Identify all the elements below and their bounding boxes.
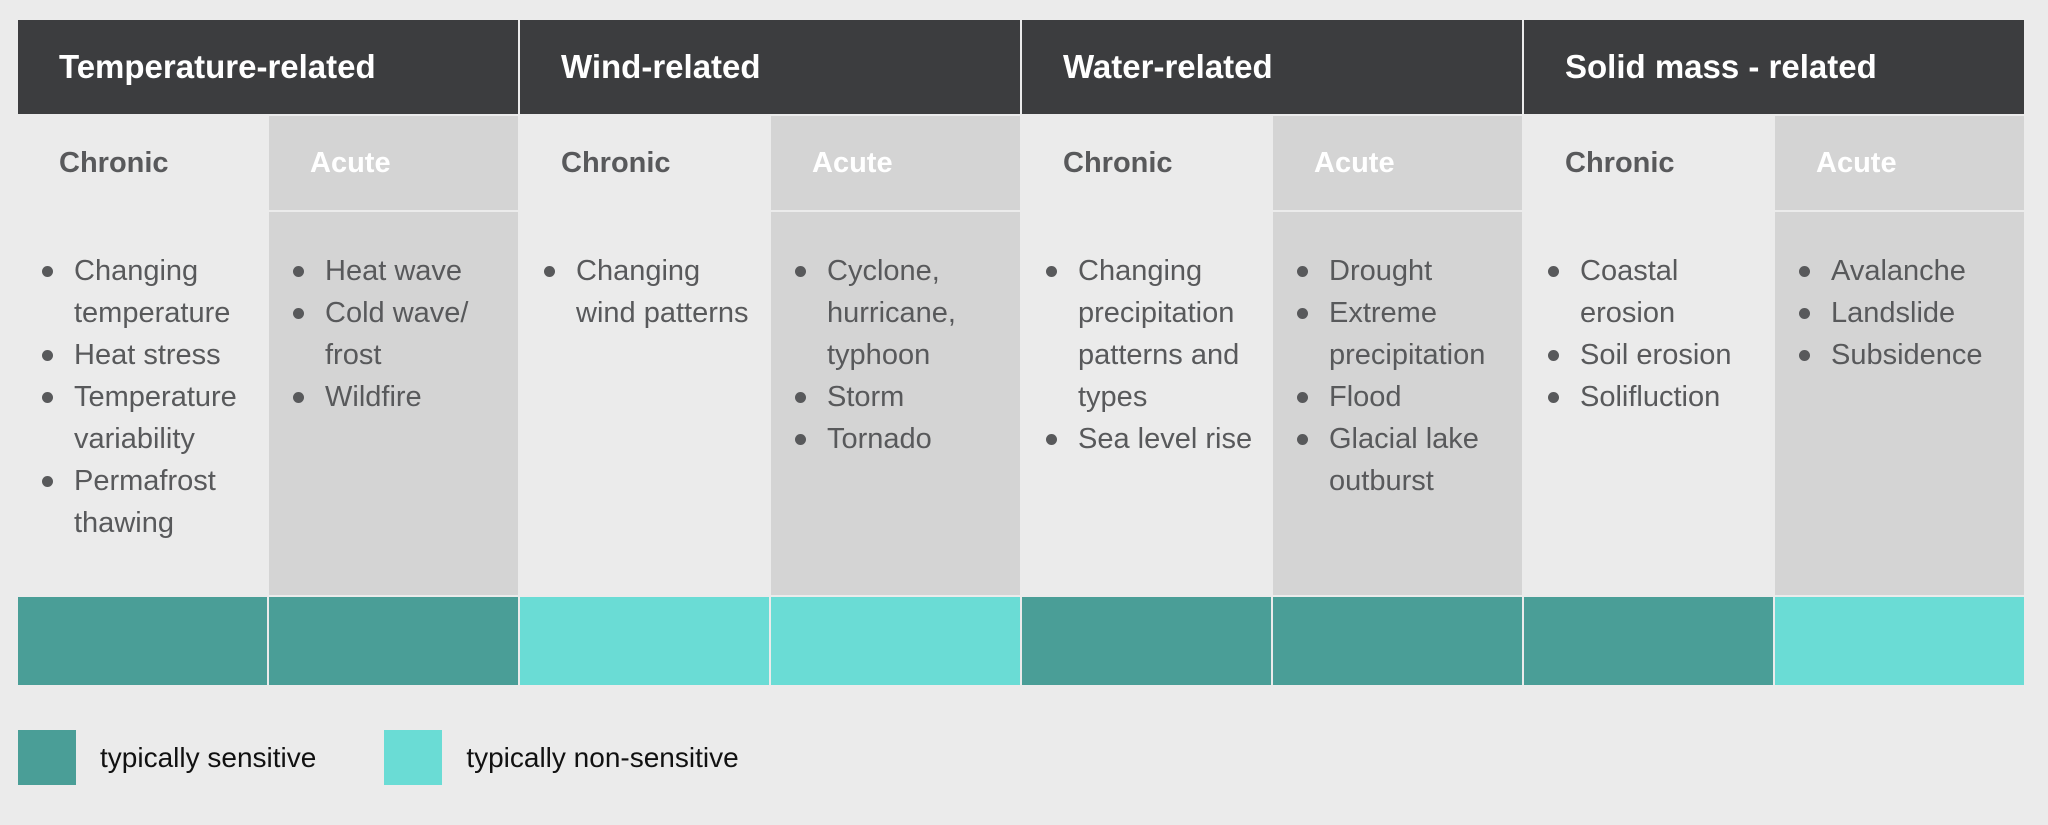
hazards-temperature-acute: Heat wave Cold wave/ frost Wildfire — [269, 212, 518, 595]
hazard-list-item: Glacial lake outburst — [1291, 418, 1512, 502]
hazard-list: Avalanche Landslide Subsidence — [1793, 250, 2014, 376]
legend-label-nonsensitive: typically non-sensitive — [466, 741, 739, 773]
sensitivity-wind-chronic — [520, 597, 769, 685]
sensitivity-wind-acute — [771, 597, 1020, 685]
hazard-list-row: Changing temperature Heat stress Temperatu… — [18, 212, 2024, 595]
legend-swatch-nonsensitive — [384, 730, 443, 785]
legend-item-sensitive: typically sensitive — [18, 730, 316, 785]
category-header-row: Temperature-related Wind-related Water-r… — [18, 20, 2024, 114]
hazard-list-item: Extreme precipitation — [1291, 292, 1512, 376]
legend-item-nonsensitive: typically non-sensitive — [384, 730, 739, 785]
subheader-wind-chronic: Chronic — [520, 116, 769, 210]
category-header-solid-mass: Solid mass - related — [1524, 20, 2024, 114]
subheader-solid-mass-chronic: Chronic — [1524, 116, 1773, 210]
hazard-table: Temperature-related Wind-related Water-r… — [18, 20, 2024, 685]
category-header-wind: Wind-related — [520, 20, 1020, 114]
legend: typically sensitive typically non-sensit… — [18, 730, 807, 785]
hazard-list-item: Cyclone, hurricane, typhoon — [789, 250, 1010, 376]
hazards-water-acute: Drought Extreme precipitation Flood Glacial… — [1273, 212, 1522, 595]
hazard-list: Cyclone, hurricane, typhoon Storm Tornado — [789, 250, 1010, 460]
hazard-list: Coastal erosion Soil erosion Solifluction — [1542, 250, 1763, 418]
hazard-list: Drought Extreme precipitation Flood Glacial… — [1291, 250, 1512, 502]
sensitivity-water-chronic — [1022, 597, 1271, 685]
hazard-list-item: Temperature variability — [36, 376, 257, 460]
sensitivity-temperature-acute — [269, 597, 518, 685]
hazards-solid-mass-acute: Avalanche Landslide Subsidence — [1775, 212, 2024, 595]
subheader-temperature-acute: Acute — [269, 116, 518, 210]
subcategory-row: Chronic Acute Chronic Acute Chronic Acut… — [18, 116, 2024, 210]
category-header-temperature: Temperature-related — [18, 20, 518, 114]
hazard-list: Changing temperature Heat stress Temperatu… — [36, 250, 257, 544]
hazard-list: Changing precipitation patterns and type… — [1040, 250, 1261, 460]
hazards-wind-acute: Cyclone, hurricane, typhoon Storm Tornado — [771, 212, 1020, 595]
category-header-water: Water-related — [1022, 20, 1522, 114]
sensitivity-solid-mass-acute — [1775, 597, 2024, 685]
hazards-solid-mass-chronic: Coastal erosion Soil erosion Solifluction — [1524, 212, 1773, 595]
hazard-list-item: Permafrost thawing — [36, 460, 257, 544]
hazard-list-item: Wildfire — [287, 376, 508, 418]
hazard-list-item: Drought — [1291, 250, 1512, 292]
hazard-list: Heat wave Cold wave/ frost Wildfire — [287, 250, 508, 418]
sensitivity-water-acute — [1273, 597, 1522, 685]
hazard-list-item: Sea level rise — [1040, 418, 1261, 460]
hazard-list-item: Avalanche — [1793, 250, 2014, 292]
legend-label-sensitive: typically sensitive — [100, 741, 317, 773]
sensitivity-temperature-chronic — [18, 597, 267, 685]
hazard-list-item: Landslide — [1793, 292, 2014, 334]
sensitivity-solid-mass-chronic — [1524, 597, 1773, 685]
hazard-list-item: Soil erosion — [1542, 334, 1763, 376]
subheader-wind-acute: Acute — [771, 116, 1020, 210]
subheader-water-acute: Acute — [1273, 116, 1522, 210]
hazard-list-item: Solifluction — [1542, 376, 1763, 418]
hazards-wind-chronic: Changing wind patterns — [520, 212, 769, 595]
hazard-list-item: Coastal erosion — [1542, 250, 1763, 334]
hazard-list-item: Tornado — [789, 418, 1010, 460]
hazard-list-item: Cold wave/ frost — [287, 292, 508, 376]
hazards-temperature-chronic: Changing temperature Heat stress Temperatu… — [18, 212, 267, 595]
hazards-water-chronic: Changing precipitation patterns and type… — [1022, 212, 1271, 595]
hazard-list-item: Heat stress — [36, 334, 257, 376]
hazard-list-item: Flood — [1291, 376, 1512, 418]
subheader-temperature-chronic: Chronic — [18, 116, 267, 210]
hazard-list-item: Storm — [789, 376, 1010, 418]
hazard-list-item: Changing precipitation patterns and type… — [1040, 250, 1261, 418]
subheader-water-chronic: Chronic — [1022, 116, 1271, 210]
legend-swatch-sensitive — [18, 730, 76, 785]
hazard-list-item: Changing temperature — [36, 250, 257, 334]
hazard-list: Changing wind patterns — [538, 250, 759, 334]
hazard-list-item: Subsidence — [1793, 334, 2014, 376]
hazard-list-item: Changing wind patterns — [538, 250, 759, 334]
hazard-list-item: Heat wave — [287, 250, 508, 292]
sensitivity-row — [18, 597, 2024, 685]
subheader-solid-mass-acute: Acute — [1775, 116, 2024, 210]
